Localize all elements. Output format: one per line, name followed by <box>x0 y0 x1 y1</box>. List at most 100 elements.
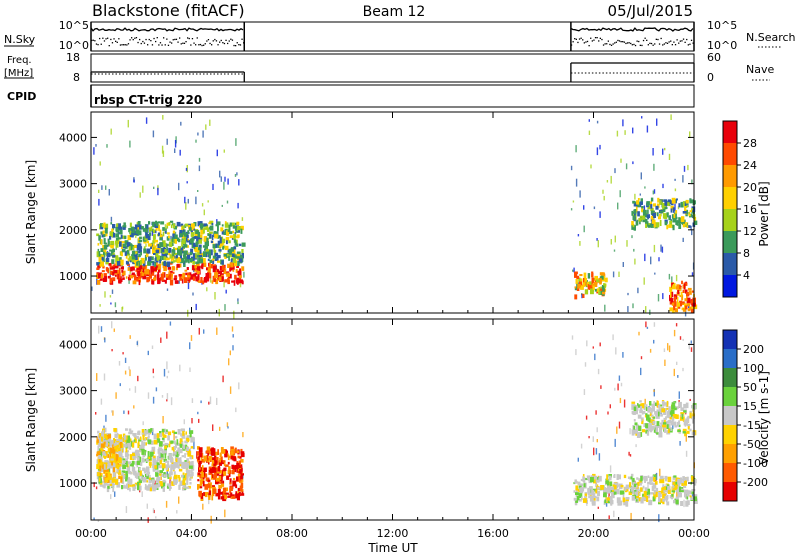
range-cell <box>222 487 227 494</box>
range-cell <box>129 222 132 228</box>
range-cell <box>233 246 237 250</box>
range-cell <box>153 268 158 272</box>
range-cell <box>172 253 174 259</box>
range-cell <box>175 458 178 464</box>
range-cell <box>116 269 121 276</box>
range-cell <box>631 220 634 226</box>
scatter-pixel <box>617 383 619 391</box>
scatter-pixel <box>95 412 97 415</box>
range-cell <box>215 279 217 285</box>
scatter-pixel <box>195 303 197 311</box>
nsky-point <box>570 44 573 46</box>
range-cell <box>174 247 178 251</box>
range-cell <box>669 307 674 312</box>
range-cell <box>208 490 211 496</box>
range-cell <box>168 453 172 459</box>
range-cell <box>598 475 602 482</box>
range-cell <box>177 239 181 243</box>
nsky-point <box>151 44 154 46</box>
scatter-pixel <box>223 181 225 190</box>
range-cell <box>216 236 220 239</box>
freq-strip: Freq. [MHz] 18 8 60 0 Nave <box>4 51 774 84</box>
range-cell <box>146 473 149 477</box>
range-cell <box>235 254 240 259</box>
range-cell <box>158 263 162 270</box>
scatter-pixel <box>109 295 112 298</box>
range-cell <box>153 439 158 445</box>
range-cell <box>170 261 174 264</box>
range-cell <box>103 462 108 467</box>
scatter-pixel <box>670 114 672 120</box>
range-cell <box>227 263 230 268</box>
nsky-point <box>228 40 230 42</box>
range-cell <box>179 263 182 268</box>
range-cell <box>207 267 211 273</box>
range-cell <box>619 500 623 506</box>
scatter-pixel <box>606 180 609 183</box>
range-cell <box>125 428 128 431</box>
nsky-point <box>618 40 621 42</box>
scatter-pixel <box>595 410 597 415</box>
freq-label-line1: Freq. <box>7 55 32 66</box>
range-cell <box>221 238 223 241</box>
range-cell <box>236 230 239 233</box>
range-cell <box>119 467 121 470</box>
range-cell <box>166 224 169 229</box>
range-cell <box>192 276 196 281</box>
range-cell <box>167 485 170 489</box>
velocity-data-field <box>93 321 698 524</box>
range-cell <box>139 470 142 476</box>
range-cell <box>232 469 235 475</box>
range-cell <box>239 456 242 459</box>
scatter-pixel <box>592 436 594 442</box>
scatter-pixel <box>195 139 197 143</box>
range-cell <box>154 261 157 267</box>
range-cell <box>595 479 600 483</box>
range-cell <box>645 423 649 429</box>
nsky-point <box>166 38 168 40</box>
range-cell <box>120 443 122 448</box>
range-cell <box>167 436 170 441</box>
scatter-pixel <box>658 257 660 262</box>
nsky-point <box>594 37 597 39</box>
range-cell <box>143 265 146 269</box>
scatter-pixel <box>640 367 642 376</box>
range-cell <box>673 475 677 478</box>
range-cell <box>124 240 129 245</box>
range-cell <box>233 465 236 470</box>
nsky-point <box>177 41 179 43</box>
range-cell <box>124 251 127 256</box>
range-cell <box>182 225 185 229</box>
range-cell <box>593 495 597 499</box>
range-cell <box>228 240 231 244</box>
range-cell <box>164 445 166 450</box>
range-cell <box>151 280 155 285</box>
range-cell <box>632 211 637 214</box>
range-cell <box>208 487 211 492</box>
range-cell <box>118 267 121 273</box>
range-cell <box>216 473 220 476</box>
range-cell <box>162 231 165 237</box>
colorbar-swatch <box>723 349 737 369</box>
range-cell <box>208 461 210 465</box>
scatter-pixel <box>644 186 646 189</box>
nsky-point <box>135 37 138 39</box>
range-cell <box>204 245 208 251</box>
range-cell <box>632 224 635 228</box>
range-cell <box>206 251 209 254</box>
range-cell <box>682 482 686 485</box>
range-cell <box>613 474 616 478</box>
range-cell <box>96 233 100 237</box>
nsky-point <box>590 37 592 39</box>
scatter-pixel <box>174 148 176 153</box>
range-cell <box>183 251 186 257</box>
range-cell <box>657 425 661 428</box>
range-cell <box>678 430 681 434</box>
scatter-pixel <box>198 165 201 172</box>
range-cell <box>193 247 198 251</box>
range-cell <box>127 477 131 481</box>
range-cell <box>150 266 154 270</box>
scatter-pixel <box>674 203 676 212</box>
scatter-pixel <box>584 362 587 367</box>
range-cell <box>101 223 104 228</box>
